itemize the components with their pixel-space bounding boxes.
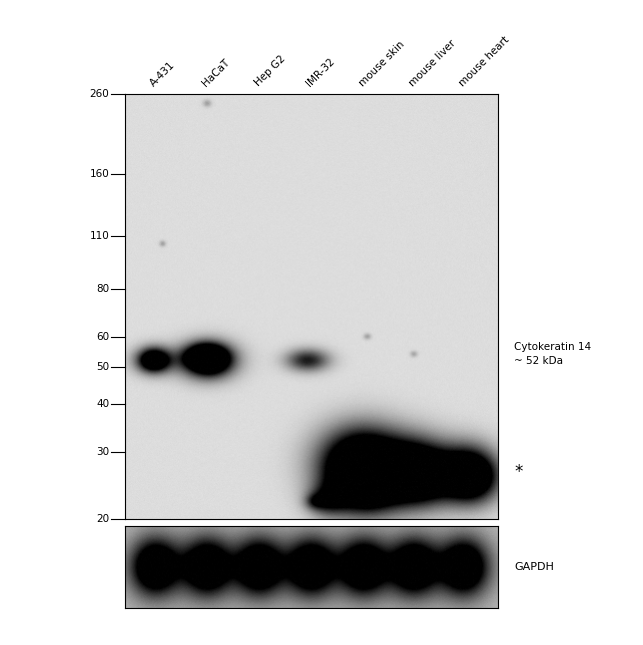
Text: HaCaT: HaCaT	[201, 57, 231, 88]
Text: *: *	[514, 464, 523, 481]
Text: 160: 160	[89, 169, 109, 179]
Text: 110: 110	[89, 232, 109, 241]
Text: A-431: A-431	[148, 60, 177, 88]
Text: Cytokeratin 14
~ 52 kDa: Cytokeratin 14 ~ 52 kDa	[514, 342, 592, 366]
Text: 40: 40	[96, 399, 109, 409]
Text: 80: 80	[96, 284, 109, 294]
Text: 30: 30	[96, 447, 109, 457]
Text: mouse skin: mouse skin	[357, 39, 406, 88]
Text: mouse heart: mouse heart	[458, 35, 512, 88]
Text: 50: 50	[96, 362, 109, 372]
Text: Hep G2: Hep G2	[253, 54, 287, 88]
Text: 20: 20	[96, 514, 109, 524]
Text: GAPDH: GAPDH	[514, 562, 554, 571]
Text: mouse liver: mouse liver	[408, 38, 458, 88]
Text: IMR-32: IMR-32	[305, 56, 337, 88]
Text: 260: 260	[89, 88, 109, 99]
Text: 60: 60	[96, 332, 109, 342]
